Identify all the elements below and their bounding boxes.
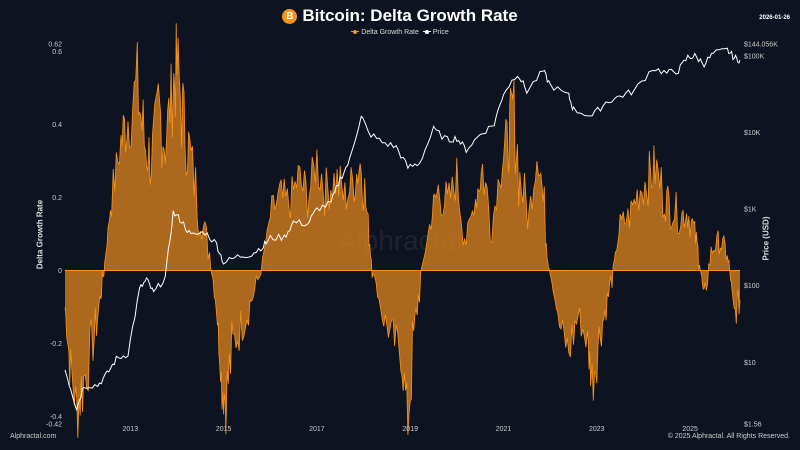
y-tick-label: -0.2 [50,341,62,348]
chart-title: B Bitcoin: Delta Growth Rate [0,6,800,26]
y2-tick-label: $10 [744,360,756,367]
x-tick-label: 2017 [309,426,325,433]
y-tick-label: 0.2 [52,195,62,202]
legend-item-delta[interactable]: Delta Growth Rate [351,29,419,36]
legend-marker-price [422,29,431,34]
y-tick-label: -0.4 [50,414,62,421]
x-tick-label: 2021 [496,426,512,433]
bitcoin-icon: B [282,9,298,24]
legend-label: Price [432,29,449,36]
legend-item-price[interactable]: Price [422,29,449,36]
y2-tick-label: $1.56 [744,422,762,429]
footer-copyright: © 2025 Alphractal. All Rights Reserved. [667,433,790,440]
y2-axis-label: Price (USD) [761,216,771,261]
legend-marker-delta [351,29,360,34]
title-text: Bitcoin: Delta Growth Rate [302,6,518,25]
legend: Delta Growth Rate Price [0,29,800,36]
footer-site: Alphractal.com [10,433,57,440]
x-tick-label: 2015 [216,426,232,433]
x-tick-label: 2023 [589,426,605,433]
y-tick-label: -0.42 [46,422,62,429]
delta-growth-line [64,23,741,438]
y2-tick-label: $144.056K [744,42,778,49]
date-label: 2026-01-26 [759,15,790,21]
y-tick-label: 0.4 [52,122,62,129]
y-tick-label: 0 [58,268,62,275]
y-tick-label: 0.62 [48,42,62,49]
y-tick-label: 0.6 [52,49,62,56]
x-tick-label: 2019 [402,426,418,433]
legend-label: Delta Growth Rate [361,29,419,36]
y-axis-label: Delta Growth Rate [35,199,45,270]
y2-tick-label: $10K [744,130,761,137]
y2-tick-label: $1K [744,207,757,214]
x-tick-label: 2025 [682,426,698,433]
price-line [64,47,741,412]
y2-tick-label: $100K [744,54,765,61]
x-tick-label: 2013 [123,426,139,433]
y2-tick-label: $100 [744,283,760,290]
